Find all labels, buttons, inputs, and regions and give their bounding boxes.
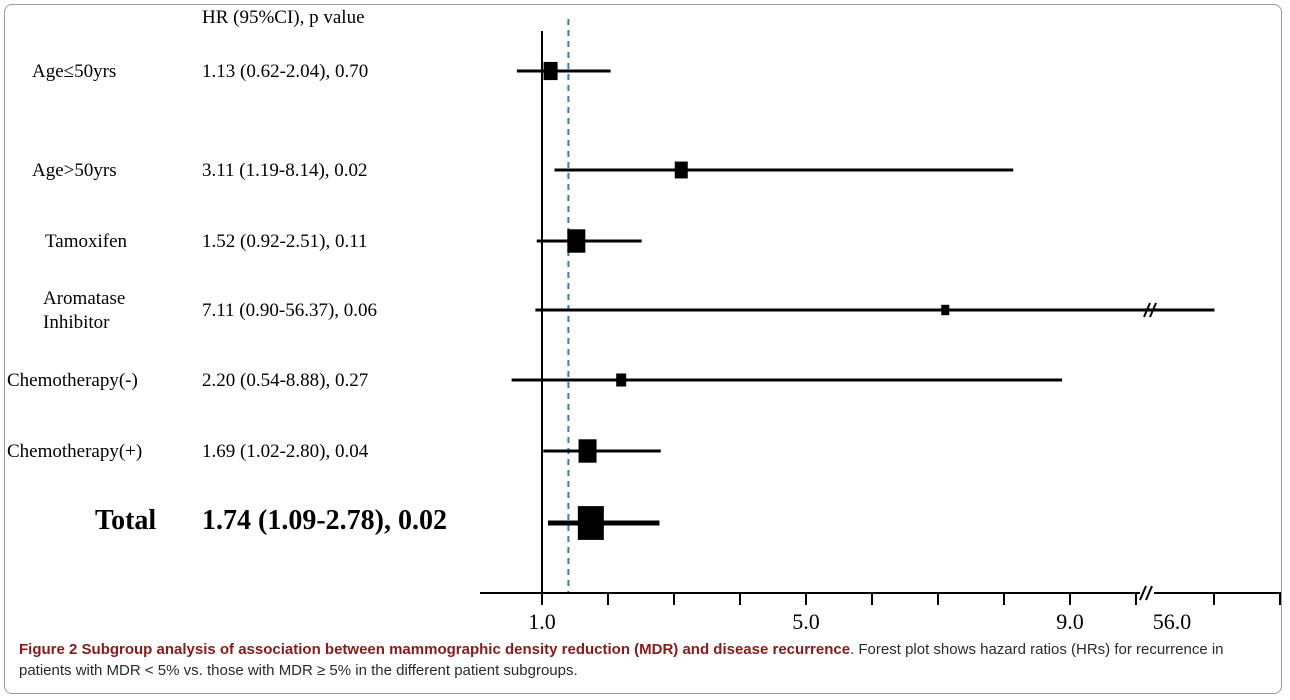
point-estimate [543, 61, 558, 81]
row-estimate: 1.52 (0.92-2.51), 0.11 [202, 231, 368, 252]
forest-plot: HR (95%CI), p value Age≤50yrs 1.13 (0.62-2… [7, 7, 1281, 634]
point-estimate [616, 373, 627, 387]
row-estimate: 1.69 (1.02-2.80), 0.04 [202, 441, 369, 462]
ci-break-mark [1143, 302, 1151, 318]
row-label: Total [95, 505, 156, 536]
point-estimate [577, 506, 604, 540]
point-estimate [941, 304, 950, 316]
row-estimate: 1.74 (1.09-2.78), 0.02 [202, 505, 447, 536]
column-header: HR (95%CI), p value [202, 7, 365, 28]
x-tick-label: 5.0 [792, 609, 820, 634]
row-label: Chemotherapy(+) [7, 441, 142, 462]
ci-break-mark [1149, 302, 1157, 318]
point-estimate [674, 161, 688, 179]
row-label: Aromatase Inhibitor [43, 288, 125, 333]
x-tick-label: 1.0 [528, 609, 556, 634]
row-label: Tamoxifen [45, 231, 128, 252]
figure-caption-body: . Forest plot shows hazard ratios (HRs) … [19, 641, 1224, 679]
row-label: Age>50yrs [32, 160, 117, 181]
axis-break-mark [1145, 585, 1153, 601]
axis-break-mark [1139, 585, 1147, 601]
row-estimate: 2.20 (0.54-8.88), 0.27 [202, 370, 368, 391]
row-label: Age≤50yrs [32, 61, 116, 82]
point-estimate [567, 229, 586, 253]
x-tick-label: 56.0 [1153, 609, 1192, 634]
row-label: Chemotherapy(-) [7, 370, 138, 391]
figure-caption-title: Figure 2 Subgroup analysis of associatio… [19, 641, 850, 658]
figure-caption: Figure 2 Subgroup analysis of associatio… [19, 639, 1273, 681]
point-estimate [578, 439, 597, 463]
row-estimate: 3.11 (1.19-8.14), 0.02 [202, 160, 368, 181]
x-tick-label: 9.0 [1056, 609, 1084, 634]
figure-title: Subgroup analysis of association between… [81, 641, 851, 658]
figure-label: Figure 2 [19, 641, 78, 658]
row-estimate: 7.11 (0.90-56.37), 0.06 [202, 300, 377, 321]
row-estimate: 1.13 (0.62-2.04), 0.70 [202, 61, 368, 82]
figure-frame: HR (95%CI), p value Age≤50yrs 1.13 (0.62-2… [4, 4, 1282, 694]
